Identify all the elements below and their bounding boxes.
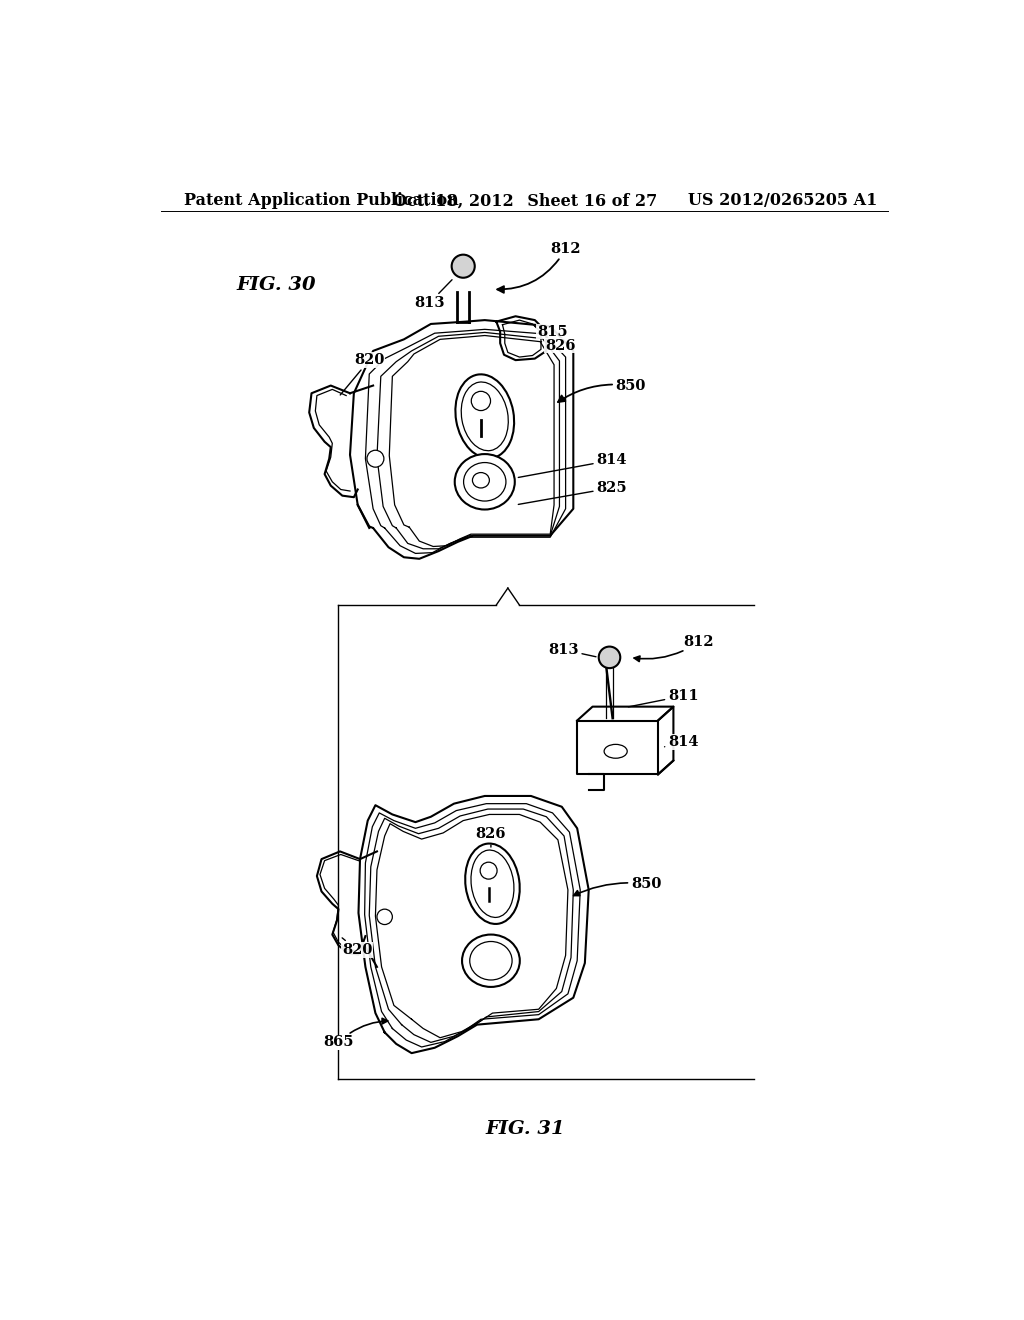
Ellipse shape — [465, 843, 520, 924]
Ellipse shape — [452, 255, 475, 277]
Text: 813: 813 — [414, 280, 452, 310]
Text: FIG. 30: FIG. 30 — [237, 276, 316, 294]
Ellipse shape — [456, 375, 514, 458]
Ellipse shape — [599, 647, 621, 668]
Text: US 2012/0265205 A1: US 2012/0265205 A1 — [688, 193, 878, 210]
Text: 865: 865 — [324, 1018, 388, 1049]
Text: 814: 814 — [665, 735, 698, 748]
Ellipse shape — [471, 850, 514, 917]
Ellipse shape — [461, 381, 508, 450]
Text: 825: 825 — [518, 480, 627, 504]
Ellipse shape — [472, 473, 489, 488]
Text: 826: 826 — [541, 338, 575, 352]
Text: 813: 813 — [548, 643, 596, 657]
Text: Patent Application Publication: Patent Application Publication — [184, 193, 459, 210]
Text: Oct. 18, 2012  Sheet 16 of 27: Oct. 18, 2012 Sheet 16 of 27 — [392, 193, 657, 210]
Text: 850: 850 — [558, 379, 646, 403]
Ellipse shape — [462, 935, 520, 987]
Ellipse shape — [464, 462, 506, 502]
Text: 820: 820 — [342, 937, 372, 957]
Text: 814: 814 — [518, 453, 627, 478]
Text: 812: 812 — [498, 243, 581, 293]
Text: 811: 811 — [629, 689, 698, 708]
Ellipse shape — [480, 862, 497, 879]
Ellipse shape — [377, 909, 392, 924]
Ellipse shape — [604, 744, 628, 758]
Text: 812: 812 — [634, 635, 714, 661]
Text: 820: 820 — [340, 354, 384, 395]
Ellipse shape — [455, 454, 515, 510]
Text: FIG. 31: FIG. 31 — [485, 1119, 564, 1138]
Ellipse shape — [470, 941, 512, 979]
Ellipse shape — [367, 450, 384, 467]
Text: 850: 850 — [573, 876, 662, 896]
Ellipse shape — [471, 391, 490, 411]
Text: 815: 815 — [535, 325, 568, 339]
Text: 826: 826 — [476, 828, 506, 847]
